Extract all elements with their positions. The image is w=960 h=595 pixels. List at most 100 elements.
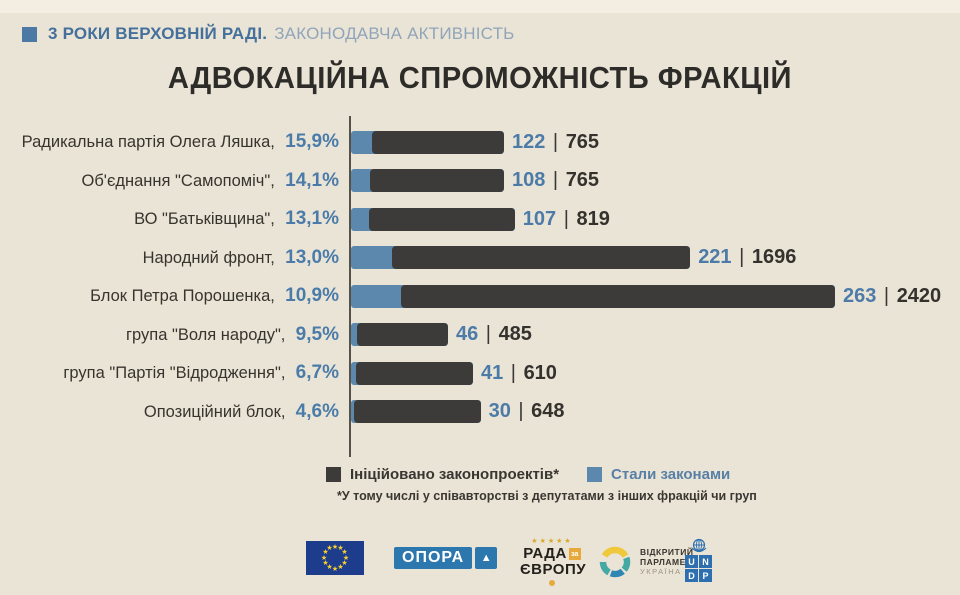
top-strip <box>0 0 960 13</box>
faction-name: група "Партія "Відродження", <box>63 364 286 383</box>
rada-word2: ЄВРОПУ <box>520 561 587 578</box>
bar-wrap: 30 | 648 <box>351 400 565 424</box>
bullet-square-icon <box>22 26 37 42</box>
open-parliament-ring-icon <box>599 546 631 578</box>
faction-percent: 4,6% <box>290 400 339 422</box>
open-parliament-logo: ВІДКРИТИЙ ПАРЛАМЕНТ УКРАЇНА <box>597 544 698 580</box>
value-separator: | <box>558 207 575 230</box>
value-separator: | <box>480 323 497 346</box>
kicker-light-text: ЗАКОНОДАВЧА АКТИВНІСТЬ <box>274 24 515 43</box>
bar-wrap: 107 | 819 <box>351 207 610 231</box>
value-initiated: 765 <box>565 130 600 153</box>
rada-za-badge: за <box>568 548 581 560</box>
faction-name: Опозиційний блок, <box>143 402 286 421</box>
bar-wrap: 263 | 2420 <box>351 284 942 308</box>
bar-passed-laws <box>351 207 515 231</box>
rada-line1: РАДА за <box>520 546 584 562</box>
bar-passed-laws <box>351 400 481 424</box>
undp-letter: P <box>699 569 712 582</box>
faction-name: Радикальна партія Олега Ляшка, <box>21 133 275 152</box>
faction-percent: 13,1% <box>279 208 339 230</box>
eu-star-icon: ★ <box>322 549 329 556</box>
legend-item-initiated: Ініційовано законопроектів* <box>326 466 559 483</box>
bar-value-label: 46 | 485 <box>456 323 532 346</box>
value-initiated: 648 <box>531 400 565 423</box>
value-passed: 30 <box>488 400 511 423</box>
eu-star-icon: ★ <box>341 549 348 556</box>
faction-percent: 9,5% <box>290 323 339 345</box>
chart-axis-line <box>349 116 351 457</box>
value-separator: | <box>505 361 522 384</box>
value-separator: | <box>878 284 895 307</box>
opora-triangle-icon: ▲ <box>475 547 498 569</box>
value-initiated: 2420 <box>896 284 942 307</box>
bar-initiated-bills <box>392 246 691 270</box>
open-parliament-line2: ПАРЛАМЕНТ <box>640 557 699 567</box>
bar-wrap: 41 | 610 <box>351 361 557 385</box>
chart-row: Радикальна партія Олега Ляшка, 15,9% 122… <box>0 123 960 162</box>
page-title: АДВОКАЦІЙНА СПРОМОЖНІСТЬ ФРАКЦІЙ <box>0 60 960 96</box>
bar-passed-laws <box>351 130 504 154</box>
faction-label: ВО "Батьківщина", 13,1% <box>0 208 339 230</box>
eu-star-icon: ★ <box>326 544 333 552</box>
bar-passed-laws <box>351 323 448 347</box>
value-initiated: 485 <box>498 323 532 346</box>
chart-rows: Радикальна партія Олега Ляшка, 15,9% 122… <box>0 123 960 431</box>
bar-initiated-bills <box>369 169 504 193</box>
legend-swatch-dark <box>326 467 341 482</box>
bar-wrap: 221 | 1696 <box>351 246 797 270</box>
faction-label: Об'єднання "Самопоміч", 14,1% <box>0 170 339 192</box>
faction-label: Блок Петра Порошенка, 10,9% <box>0 285 339 307</box>
open-parliament-line3: УКРАЇНА <box>640 567 682 576</box>
faction-label: група "Партія "Відродження", 6,7% <box>0 362 339 384</box>
value-initiated: 1696 <box>751 246 797 269</box>
un-emblem-icon <box>691 538 706 553</box>
bar-passed-laws <box>351 284 835 308</box>
chart-row: Блок Петра Порошенка, 10,9% 263 | 2420 <box>0 277 960 316</box>
legend-label-passed: Стали законами <box>611 466 731 483</box>
eu-star-icon: ★ <box>326 564 333 572</box>
value-passed: 221 <box>698 246 732 269</box>
opora-logo-text: ОПОРА <box>394 547 473 569</box>
bar-initiated-bills <box>372 130 504 154</box>
faction-name: група "Воля народу", <box>126 325 286 344</box>
value-initiated: 819 <box>576 207 610 230</box>
chart-row: Опозиційний блок, 4,6% 30 | 648 <box>0 393 960 432</box>
bar-wrap: 108 | 765 <box>351 169 600 193</box>
rada-word1: РАДА <box>523 545 567 562</box>
value-initiated: 765 <box>565 169 600 192</box>
legend-item-passed: Стали законами <box>587 466 730 483</box>
eu-flag-logo: ★ ★ ★ ★ ★ ★ ★ ★ ★ ★ ★ ★ <box>306 541 364 575</box>
eu-star-icon: ★ <box>337 544 344 552</box>
bar-value-label: 122 | 765 <box>512 131 599 154</box>
value-separator: | <box>512 400 530 423</box>
bar-initiated-bills <box>369 207 515 231</box>
faction-percent: 13,0% <box>279 246 339 268</box>
value-separator: | <box>733 246 750 269</box>
bar-initiated-bills <box>354 400 481 424</box>
eu-star-icon: ★ <box>331 543 339 551</box>
value-separator: | <box>547 130 564 153</box>
open-parliament-text: ВІДКРИТИЙ ПАРЛАМЕНТ УКРАЇНА <box>640 547 698 577</box>
value-passed: 46 <box>456 323 479 346</box>
header-kicker: 3 РОКИ ВЕРХОВНІЙ РАДІ. ЗАКОНОДАВЧА АКТИВ… <box>22 24 515 44</box>
faction-percent: 14,1% <box>279 169 339 191</box>
bar-value-label: 41 | 610 <box>481 362 557 385</box>
chart-row: Об'єднання "Самопоміч", 14,1% 108 | 765 <box>0 162 960 201</box>
chart-row: ВО "Батьківщина", 13,1% 107 | 819 <box>0 200 960 239</box>
undp-letter: D <box>685 569 698 582</box>
value-passed: 122 <box>512 130 546 153</box>
bar-passed-laws <box>351 169 504 193</box>
legend-swatch-blue <box>587 467 603 482</box>
faction-percent: 10,9% <box>279 285 339 307</box>
rada-dot-icon <box>549 580 555 586</box>
faction-name: Об'єднання "Самопоміч", <box>81 171 275 190</box>
value-passed: 107 <box>522 207 557 230</box>
eu-star-icon: ★ <box>331 565 339 573</box>
value-separator: | <box>547 169 564 192</box>
chart-row: група "Воля народу", 9,5% 46 | 485 <box>0 316 960 355</box>
undp-letter: U <box>685 555 698 568</box>
